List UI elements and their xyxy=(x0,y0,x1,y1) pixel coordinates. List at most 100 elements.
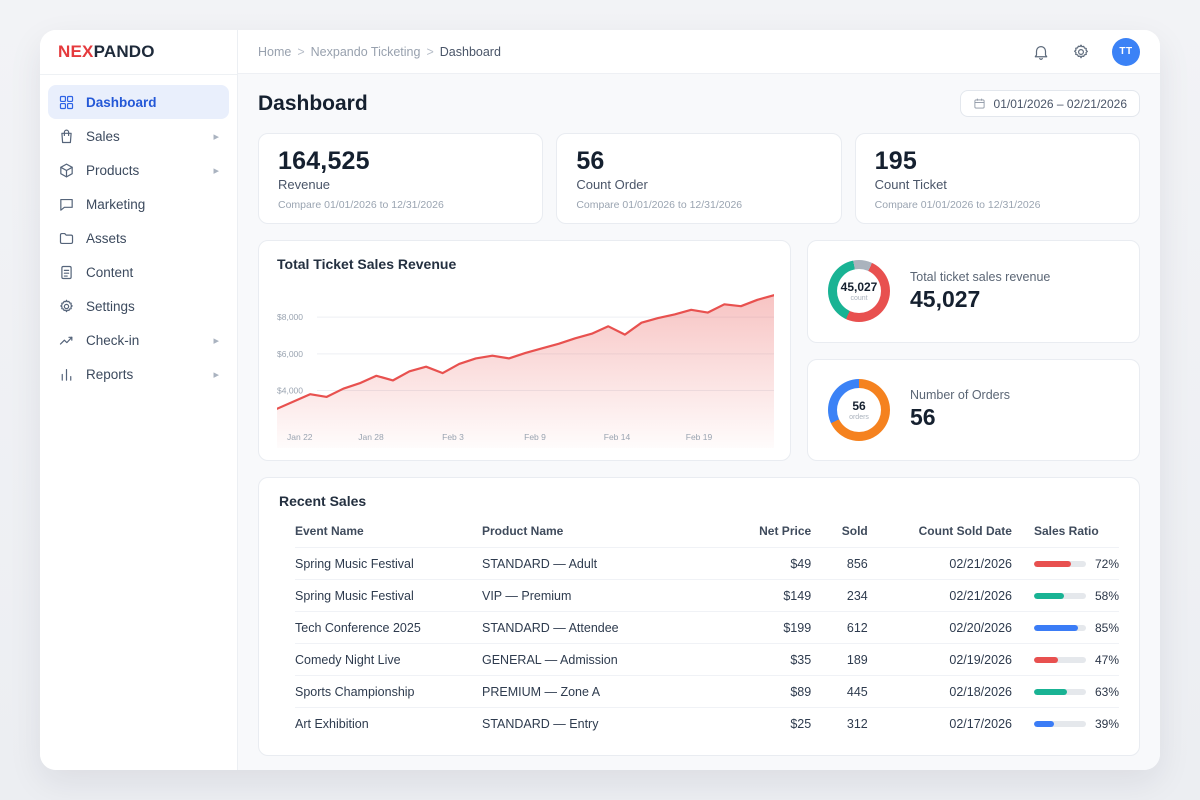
logo-text-primary: NEX xyxy=(58,42,94,61)
stat-compare: Compare 01/01/2026 to 12/31/2026 xyxy=(576,199,743,211)
ratio-percent: 85% xyxy=(1094,620,1119,635)
recent-sales-card: Recent Sales Event Name Product Name Net P… xyxy=(258,477,1140,756)
recent-sales-title: Recent Sales xyxy=(279,493,367,509)
sidebar-item-marketing[interactable]: Marketing xyxy=(48,187,229,221)
column-header-event-name: Event Name xyxy=(295,524,364,538)
column-header-net-price: Net Price xyxy=(759,524,812,538)
stat-card-revenue: 164,525 Revenue Compare 01/01/2026 to 12/3… xyxy=(258,133,544,224)
donut-value: 56 xyxy=(910,404,936,431)
stats-row: 164,525 Revenue Compare 01/01/2026 to 12/3… xyxy=(258,133,1140,224)
table-row: Spring Music Festival VIP — Premium $149 23… xyxy=(295,579,1119,612)
cell-product-name: STANDARD — Attendee xyxy=(482,611,736,644)
notifications-button[interactable] xyxy=(1032,43,1050,61)
breadcrumb-home[interactable]: Home xyxy=(258,44,292,59)
svg-text:Feb 14: Feb 14 xyxy=(604,432,631,442)
gear-icon xyxy=(1074,44,1088,58)
cell-sales-ratio: 85% xyxy=(1011,611,1119,644)
table-row: Art Exhibition STANDARD — Entry $25 312 02/1… xyxy=(295,707,1119,740)
cell-product-name: PREMIUM — Zone A xyxy=(482,675,736,708)
cell-count-sold-date: 02/21/2026 xyxy=(867,547,1012,580)
breadcrumb-separator: > xyxy=(426,44,434,59)
cell-sold: 234 xyxy=(811,579,868,612)
sidebar-item-sales[interactable]: Sales ▸ xyxy=(48,119,229,153)
donut-label: Total ticket sales revenue xyxy=(910,269,1051,284)
settings-button[interactable] xyxy=(1072,43,1090,61)
stat-value: 164,525 xyxy=(278,147,370,175)
ratio-percent: 58% xyxy=(1094,588,1119,603)
donut-label: Number of Orders xyxy=(910,388,1011,403)
ratio-percent: 39% xyxy=(1094,716,1119,731)
donut-center-value: 56 xyxy=(852,398,866,413)
revenue-chart-card: Total Ticket Sales Revenue $4,000 $6,000 $… xyxy=(258,240,791,461)
column-header-product-name: Product Name xyxy=(482,524,564,538)
ratio-bar-fill xyxy=(1033,688,1067,695)
chevron-right-icon: ▸ xyxy=(213,334,219,347)
sidebar-item-assets[interactable]: Assets xyxy=(48,221,229,255)
cell-product-name: GENERAL — Admission xyxy=(482,643,736,676)
svg-text:Jan 22: Jan 22 xyxy=(287,432,313,442)
sidebar-item-label: Check-in xyxy=(86,332,140,348)
folder-icon xyxy=(59,232,74,244)
sidebar: NEXPANDO Dashboard Sales ▸ Products ▸ Marketi… xyxy=(40,30,238,770)
column-header-count-sold-date: Count Sold Date xyxy=(918,524,1012,538)
chevron-right-icon: ▸ xyxy=(213,164,219,177)
cell-sales-ratio: 47% xyxy=(1011,643,1119,676)
ratio-bar-track xyxy=(1033,656,1086,663)
ratio-bar-fill xyxy=(1033,560,1072,567)
date-range-picker[interactable]: 01/01/2026 – 02/21/2026 xyxy=(959,90,1140,117)
cell-sales-ratio: 58% xyxy=(1011,579,1119,612)
cell-net-price: $49 xyxy=(735,547,812,580)
cell-event-name: Sports Championship xyxy=(295,675,482,708)
donut-ring: 45,027 count xyxy=(828,260,890,323)
content: Dashboard 01/01/2026 – 02/21/2026 164,52… xyxy=(238,74,1160,770)
cell-net-price: $35 xyxy=(735,643,812,676)
sidebar-item-label: Reports xyxy=(86,366,134,382)
sidebar-item-check-in[interactable]: Check-in ▸ xyxy=(48,323,229,357)
grid-icon xyxy=(59,95,74,109)
cell-count-sold-date: 02/21/2026 xyxy=(867,579,1012,612)
cell-product-name: STANDARD — Entry xyxy=(482,707,736,740)
cell-sales-ratio: 39% xyxy=(1011,707,1119,740)
breadcrumb: Home > Nexpando Ticketing > Dashboard xyxy=(258,45,501,59)
donut-ring: 56 orders xyxy=(828,378,890,441)
breadcrumb-nexpando-ticketing[interactable]: Nexpando Ticketing xyxy=(310,44,421,59)
sidebar-item-reports[interactable]: Reports ▸ xyxy=(48,357,229,391)
svg-text:Jan 28: Jan 28 xyxy=(358,432,384,442)
ratio-bar-track xyxy=(1033,592,1086,599)
sidebar-item-dashboard[interactable]: Dashboard xyxy=(48,85,229,119)
sidebar-item-label: Sales xyxy=(86,128,120,144)
stat-value: 195 xyxy=(874,147,917,175)
sidebar-item-label: Marketing xyxy=(86,196,146,212)
cell-sold: 445 xyxy=(811,675,868,708)
cell-count-sold-date: 02/17/2026 xyxy=(867,707,1012,740)
trend-icon xyxy=(59,336,73,345)
cell-sold: 312 xyxy=(811,707,868,740)
cell-count-sold-date: 02/19/2026 xyxy=(867,643,1012,676)
ratio-bar-track xyxy=(1033,720,1086,727)
cell-event-name: Comedy Night Live xyxy=(295,643,482,676)
ratio-bar-fill xyxy=(1033,592,1065,599)
donut-center-unit: orders xyxy=(849,413,869,421)
svg-text:$6,000: $6,000 xyxy=(277,349,303,359)
sidebar-item-settings[interactable]: Settings xyxy=(48,289,229,323)
ratio-bar-track xyxy=(1033,688,1086,695)
sidebar-item-content[interactable]: Content xyxy=(48,255,229,289)
cell-sales-ratio: 63% xyxy=(1011,675,1119,708)
column-header-sold: Sold xyxy=(841,524,868,538)
table-row: Spring Music Festival STANDARD — Adult $49… xyxy=(295,547,1119,580)
svg-text:Feb 19: Feb 19 xyxy=(686,432,713,442)
cell-net-price: $199 xyxy=(735,611,812,644)
svg-text:$4,000: $4,000 xyxy=(277,386,303,396)
revenue-line-chart: $4,000 $6,000 $8,000 Jan 22 Jan 28 Feb 3 Feb 9… xyxy=(275,280,776,453)
sidebar-item-label: Dashboard xyxy=(86,94,157,110)
gear-icon xyxy=(60,299,73,312)
chevron-right-icon: ▸ xyxy=(213,368,219,381)
ratio-bar-fill xyxy=(1033,720,1055,727)
cell-sold: 856 xyxy=(811,547,868,580)
donut-cards: 45,027 count Total ticket sales revenue … xyxy=(807,240,1140,461)
sidebar-item-products[interactable]: Products ▸ xyxy=(48,153,229,187)
cell-count-sold-date: 02/20/2026 xyxy=(867,611,1012,644)
avatar[interactable]: TT xyxy=(1112,37,1140,66)
donut-center-unit: count xyxy=(850,295,868,303)
ratio-percent: 63% xyxy=(1094,684,1119,699)
